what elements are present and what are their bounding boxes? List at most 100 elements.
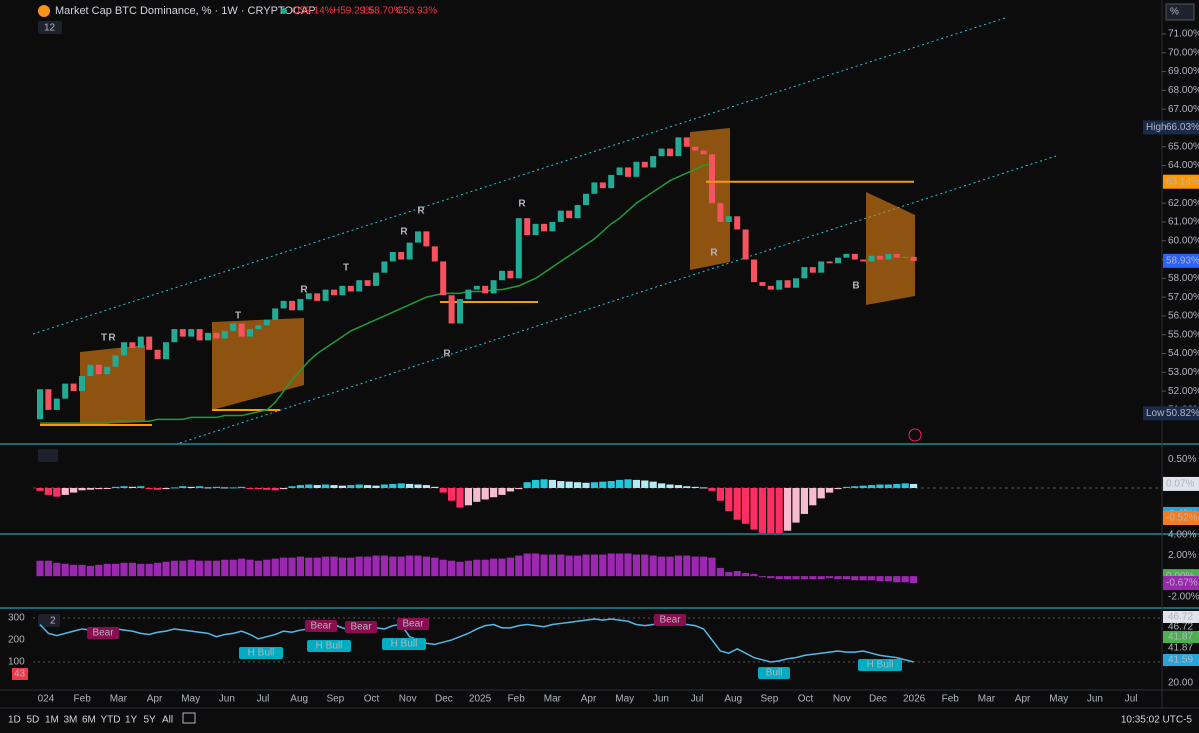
range-button[interactable]: All — [162, 715, 173, 726]
candle — [37, 389, 43, 420]
symbol-icon[interactable] — [38, 5, 50, 17]
y-tick-label: 53.00% — [1168, 367, 1199, 378]
histogram-bar — [330, 556, 338, 577]
value-tag-label: 46.72 — [1168, 612, 1193, 623]
range-button[interactable]: 3M — [64, 715, 78, 726]
histogram-bar — [36, 560, 44, 577]
x-tick-label: Apr — [581, 694, 597, 705]
histogram-bar — [389, 483, 397, 488]
histogram-bar — [103, 563, 111, 577]
x-tick-label: Sep — [761, 694, 779, 705]
y-tick-label: 56.00% — [1168, 311, 1199, 322]
candle — [129, 342, 136, 348]
histogram-bar — [389, 556, 397, 577]
histogram-bar — [742, 487, 750, 524]
pane-toggle[interactable] — [38, 449, 58, 462]
histogram-bar — [128, 562, 136, 577]
range-button[interactable]: 1D — [8, 715, 21, 726]
candle — [415, 231, 421, 243]
histogram-bar — [380, 555, 388, 577]
histogram-bar — [733, 571, 741, 577]
histogram-bar — [758, 487, 766, 533]
candle — [902, 256, 909, 258]
candle — [431, 246, 438, 262]
candle — [616, 167, 623, 175]
candle — [843, 253, 850, 258]
candle — [700, 150, 707, 155]
histogram-bar — [691, 486, 699, 488]
histogram-bar — [842, 576, 850, 580]
range-button[interactable]: 1Y — [125, 715, 138, 726]
histogram-bar — [473, 559, 481, 577]
histogram-bar — [498, 558, 506, 577]
marker-tag — [1143, 406, 1163, 421]
histogram-bar — [422, 485, 430, 488]
candle — [79, 376, 85, 392]
alert-icon[interactable] — [908, 428, 922, 442]
histogram-bar — [809, 576, 817, 580]
range-button[interactable]: 5Y — [144, 715, 157, 726]
x-tick-label: Jun — [1087, 694, 1103, 705]
candle — [784, 280, 791, 288]
scale-button[interactable] — [1165, 3, 1195, 21]
candle — [625, 167, 631, 177]
histogram-bar — [532, 553, 540, 577]
date-range-icon[interactable] — [182, 712, 196, 724]
histogram-bar — [700, 487, 708, 489]
range-button[interactable]: 5D — [27, 715, 40, 726]
y-tick-label: 62.00% — [1168, 198, 1199, 209]
histogram-bar — [364, 556, 372, 577]
histogram-bar — [834, 487, 842, 490]
price-marker — [1163, 253, 1199, 268]
histogram-bar — [590, 554, 598, 577]
signal-text: Bear — [402, 619, 424, 630]
candle — [171, 329, 178, 343]
candle — [826, 261, 833, 264]
histogram-bar — [439, 559, 447, 577]
histogram-bar — [750, 574, 758, 577]
symbol-title[interactable]: Market Cap BTC Dominance, % · 1W · CRYPT… — [55, 5, 316, 17]
candle — [910, 256, 917, 261]
range-button[interactable]: 6M — [82, 715, 96, 726]
candle — [121, 342, 127, 356]
y-tick-label: 67.00% — [1168, 104, 1199, 115]
signal-label: B — [852, 281, 859, 292]
signal-label: R — [108, 333, 116, 344]
candle — [667, 148, 673, 157]
range-button[interactable]: YTD — [101, 715, 121, 726]
value-tag — [1163, 654, 1199, 666]
candle — [515, 218, 522, 279]
x-tick-label: 024 — [38, 694, 55, 705]
candle — [196, 329, 203, 341]
pane-toggle[interactable] — [38, 614, 60, 627]
histogram-bar — [708, 557, 716, 577]
marker-label: 66.03% — [1166, 122, 1199, 133]
histogram-bar — [607, 553, 615, 577]
candle — [473, 285, 480, 290]
candle — [532, 223, 539, 236]
level-marker — [1163, 174, 1199, 189]
histogram-bar — [414, 484, 422, 488]
candle — [835, 257, 841, 264]
candle — [163, 342, 169, 360]
histogram-bar — [784, 487, 792, 531]
indicator-toggle[interactable] — [38, 21, 62, 34]
histogram-bar — [884, 576, 892, 582]
histogram-bar — [86, 565, 94, 577]
histogram-bar — [170, 487, 178, 489]
histogram-bar — [296, 556, 304, 577]
x-tick-label: Nov — [399, 694, 417, 705]
histogram-bar — [800, 487, 808, 514]
x-tick-label: Jul — [257, 694, 270, 705]
histogram-bar — [179, 486, 187, 488]
histogram-bar — [540, 479, 548, 488]
histogram-bar — [305, 557, 313, 577]
candle — [860, 259, 867, 262]
range-button[interactable]: 1M — [45, 715, 59, 726]
candle — [658, 148, 665, 157]
histogram-bar — [742, 573, 750, 577]
histogram-bar — [910, 576, 918, 584]
candle — [247, 329, 253, 337]
y-tick-label: 100 — [8, 657, 25, 668]
